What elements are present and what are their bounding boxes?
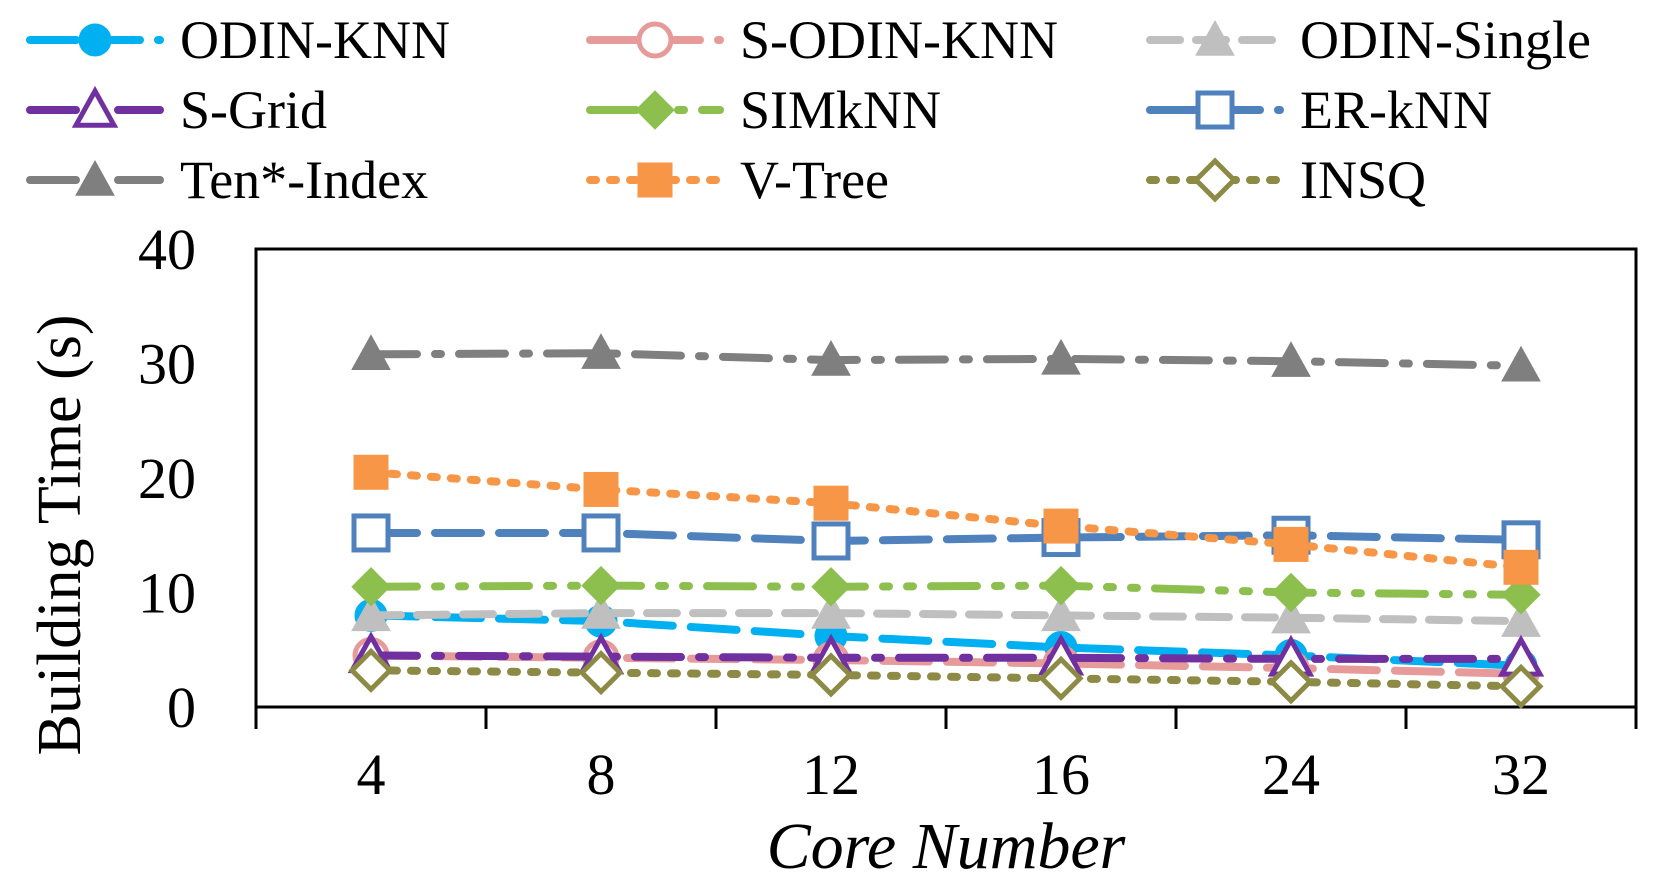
legend-item-v-tree: V-Tree xyxy=(586,150,889,210)
data-point-ten-index-12 xyxy=(811,340,851,376)
series-line-v-tree xyxy=(367,468,1525,572)
data-point-v-tree-8 xyxy=(583,471,619,507)
legend-marker-s-grid xyxy=(71,85,119,128)
data-point-ten-index-8 xyxy=(581,333,621,369)
legend-item-simknn: SIMkNN xyxy=(586,80,941,140)
legend-item-s-odin-knn: S-ODIN-KNN xyxy=(586,10,1058,70)
data-point-simknn-8 xyxy=(581,565,621,606)
x-axis-label: Core Number xyxy=(767,810,1126,883)
legend-marker-ten-index xyxy=(75,159,115,196)
series-line-simknn xyxy=(367,581,1525,599)
data-point-simknn-32 xyxy=(1501,575,1541,615)
series-line-er-knn xyxy=(367,528,1525,545)
data-point-insq-24 xyxy=(1268,659,1314,705)
data-point-odin-single-16 xyxy=(1041,595,1081,632)
x-tick-label-32: 32 xyxy=(1492,742,1550,807)
data-point-v-tree-32 xyxy=(1503,549,1539,585)
legend-label-odin-single: ODIN-Single xyxy=(1300,10,1591,70)
legend-label-ten-index: Ten*-Index xyxy=(180,150,428,210)
x-tick-label-12: 12 xyxy=(802,742,860,807)
series-er-knn xyxy=(351,513,1541,561)
data-point-ten-index-4 xyxy=(351,334,391,371)
data-point-er-knn-4 xyxy=(351,513,391,553)
legend-item-s-grid: S-Grid xyxy=(26,80,327,140)
data-point-odin-single-12 xyxy=(811,593,851,629)
data-point-simknn-24 xyxy=(1271,572,1311,613)
y-tick-label-40: 40 xyxy=(138,217,196,282)
series-ten-index xyxy=(351,333,1541,382)
y-tick-label-30: 30 xyxy=(138,332,196,397)
data-point-v-tree-12 xyxy=(813,485,849,521)
legend-marker-s-odin-knn xyxy=(636,21,674,59)
legend-marker-insq xyxy=(1192,157,1238,203)
data-point-v-tree-4 xyxy=(353,454,389,490)
series-line-odin-single xyxy=(367,609,1525,626)
x-tick-label-4: 4 xyxy=(357,742,386,807)
data-point-insq-32 xyxy=(1498,663,1544,709)
legend-label-s-grid: S-Grid xyxy=(180,80,327,140)
data-point-insq-16 xyxy=(1038,655,1084,701)
series-layer xyxy=(347,333,1545,709)
legend-label-odin-knn: ODIN-KNN xyxy=(180,10,450,70)
legend-label-er-knn: ER-kNN xyxy=(1300,80,1492,140)
series-odin-single xyxy=(351,593,1541,637)
legend-item-er-knn: ER-kNN xyxy=(1146,80,1492,140)
data-point-v-tree-24 xyxy=(1273,526,1309,562)
y-tick-label-0: 0 xyxy=(167,675,196,740)
data-point-v-tree-16 xyxy=(1043,508,1079,544)
y-tick-label-20: 20 xyxy=(138,446,196,511)
y-axis-label: Building Time (s) xyxy=(26,315,94,756)
data-point-ten-index-32 xyxy=(1501,345,1541,382)
legend-item-odin-single: ODIN-Single xyxy=(1146,10,1591,70)
legend-label-simknn: SIMkNN xyxy=(740,80,941,140)
legend-marker-simknn xyxy=(635,90,675,130)
series-line-s-grid xyxy=(367,651,1525,663)
legend-marker-v-tree xyxy=(637,162,673,198)
tick-labels: 4 8 12 16 24 32 0 10 20 30 40 xyxy=(138,217,1550,807)
data-point-odin-single-4 xyxy=(351,595,391,632)
legend-marker-er-knn xyxy=(1195,90,1235,130)
legend-marker-odin-single xyxy=(1195,19,1235,56)
series-line-ten-index xyxy=(367,349,1525,370)
y-tick-label-10: 10 xyxy=(138,561,196,626)
data-point-er-knn-12 xyxy=(811,521,851,561)
data-point-insq-12 xyxy=(808,652,854,698)
legend-item-insq: INSQ xyxy=(1146,150,1426,210)
series-insq xyxy=(348,647,1544,709)
data-point-insq-4 xyxy=(348,647,394,693)
axis-ticks xyxy=(254,707,1638,729)
series-line-odin-knn xyxy=(367,611,1525,670)
legend-item-odin-knn: ODIN-KNN xyxy=(26,10,450,70)
data-point-er-knn-8 xyxy=(581,513,621,553)
data-point-simknn-16 xyxy=(1041,565,1081,606)
data-point-ten-index-24 xyxy=(1271,341,1311,377)
data-point-ten-index-16 xyxy=(1041,338,1081,375)
legend-label-insq: INSQ xyxy=(1300,150,1426,210)
series-v-tree xyxy=(353,454,1539,585)
data-point-insq-8 xyxy=(578,650,624,696)
legend-label-s-odin-knn: S-ODIN-KNN xyxy=(740,10,1058,70)
x-tick-label-24: 24 xyxy=(1262,742,1320,807)
data-point-odin-single-8 xyxy=(581,593,621,629)
x-tick-label-16: 16 xyxy=(1032,742,1090,807)
legend-marker-odin-knn xyxy=(78,23,112,57)
data-point-simknn-12 xyxy=(811,567,851,607)
series-line-insq xyxy=(367,666,1525,691)
data-point-simknn-4 xyxy=(351,567,391,607)
series-simknn xyxy=(351,565,1541,615)
legend: ODIN-KNN S-ODIN-KNN ODIN-Single S-Grid SIMkN… xyxy=(26,10,1591,210)
legend-label-v-tree: V-Tree xyxy=(740,150,889,210)
legend-item-ten-index: Ten*-Index xyxy=(26,150,428,210)
data-point-odin-single-24 xyxy=(1271,597,1311,634)
x-tick-label-8: 8 xyxy=(587,742,616,807)
